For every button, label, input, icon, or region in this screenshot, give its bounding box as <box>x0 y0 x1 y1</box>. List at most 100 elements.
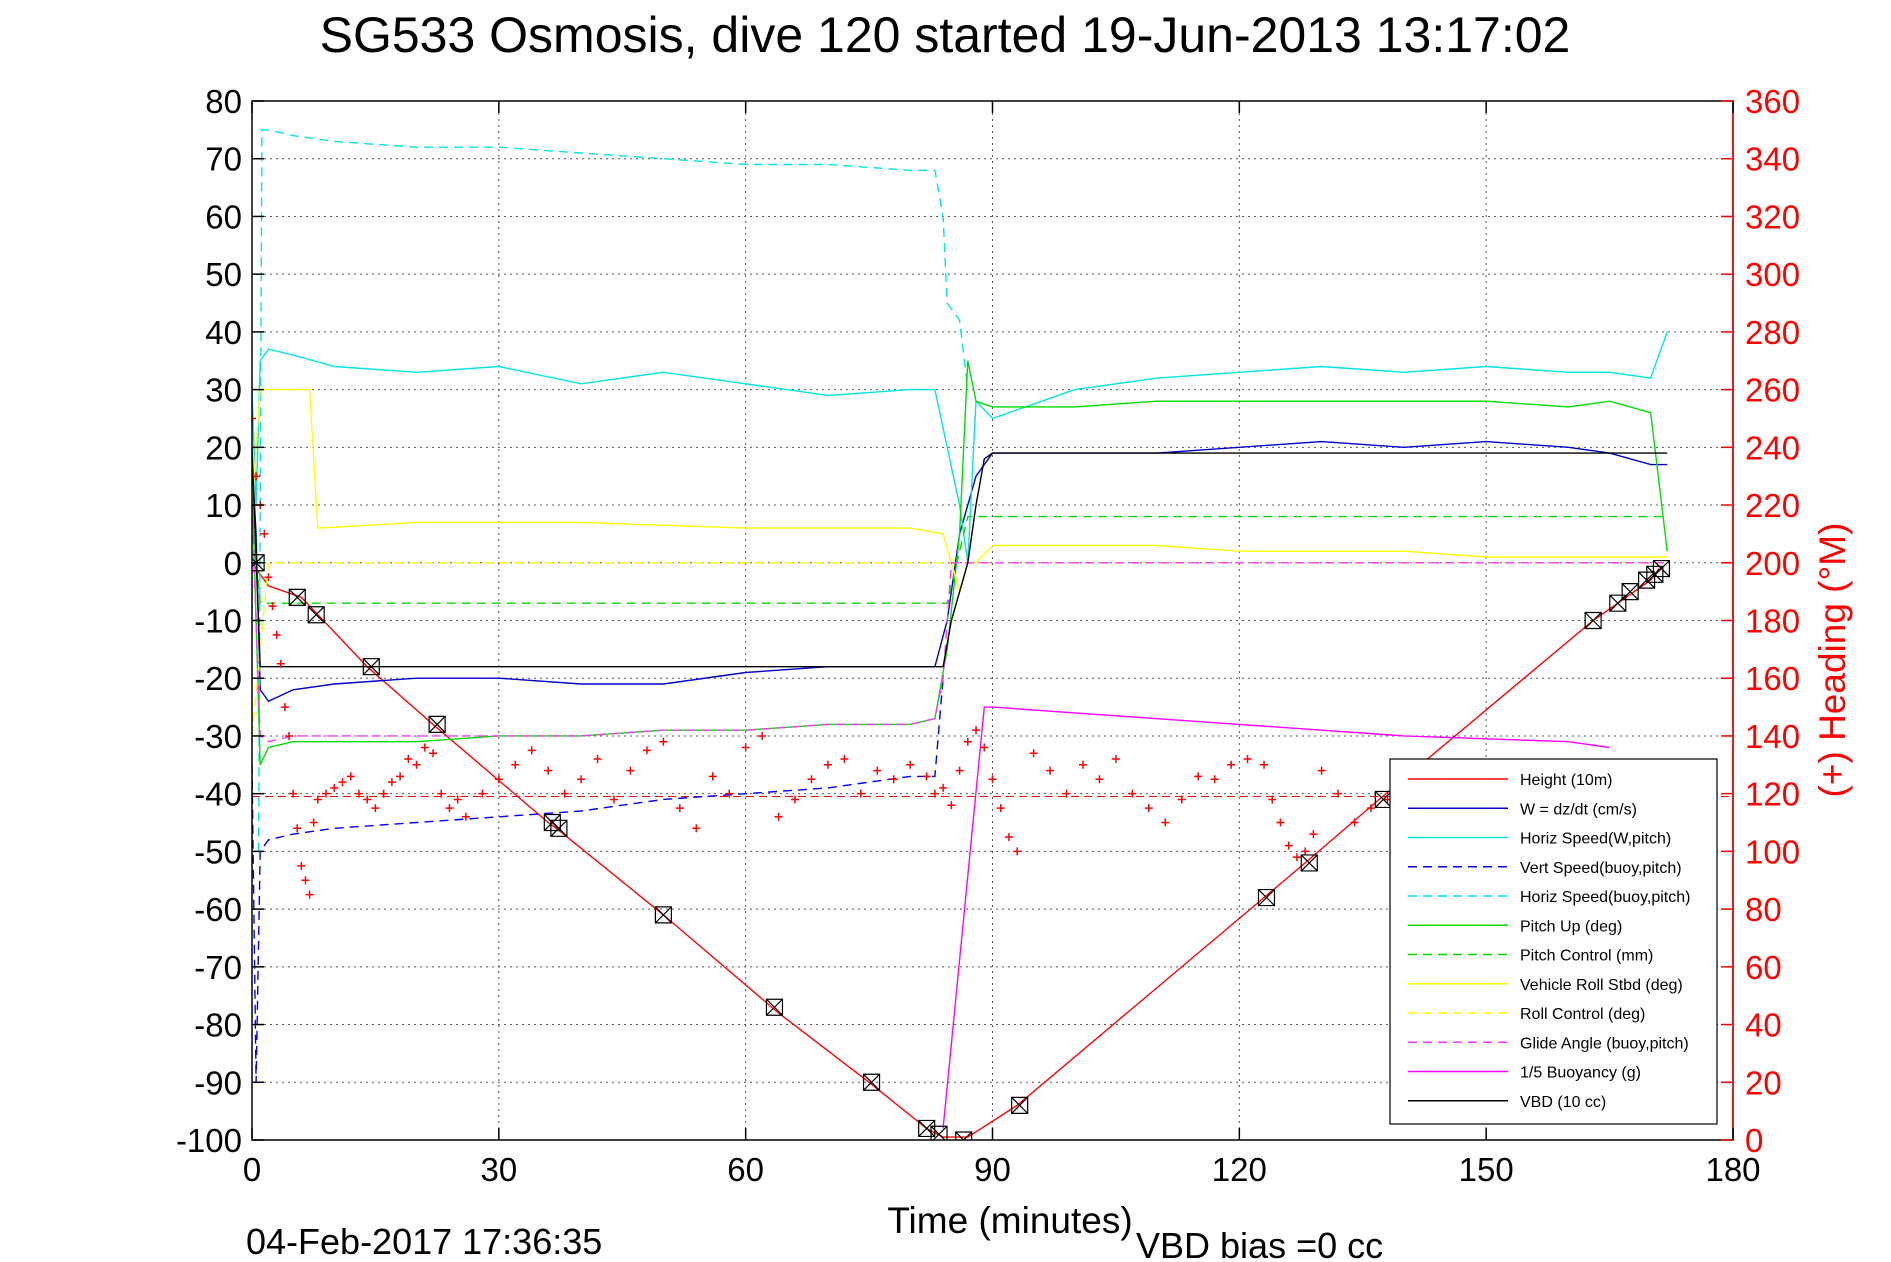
right-axis-label: (+) Heading (°M) <box>1812 523 1853 798</box>
heading-point <box>322 789 331 798</box>
heading-point <box>758 731 767 740</box>
heading-point <box>420 743 429 752</box>
heading-point <box>1243 755 1252 764</box>
heading-point <box>1292 853 1301 862</box>
left-tick-label: -20 <box>194 660 242 697</box>
left-tick-label: 60 <box>205 198 242 235</box>
heading-point <box>626 766 635 775</box>
heading-point <box>1276 818 1285 827</box>
heading-point <box>437 789 446 798</box>
heading-point <box>1177 795 1186 804</box>
left-tick-label: -30 <box>194 718 242 755</box>
heading-point <box>1284 841 1293 850</box>
heading-point <box>1268 795 1277 804</box>
heading-point <box>371 804 380 813</box>
height-marker <box>1300 854 1318 872</box>
heading-point <box>429 749 438 758</box>
x-tick-label: 180 <box>1705 1151 1760 1188</box>
heading-point <box>313 795 322 804</box>
left-tick-label: 20 <box>205 429 242 466</box>
heading-point <box>330 783 339 792</box>
left-tick-label: -70 <box>194 949 242 986</box>
height-marker <box>862 1073 881 1091</box>
right-tick-label: 100 <box>1745 833 1800 870</box>
heading-point <box>1210 775 1219 784</box>
x-tick-label: 150 <box>1459 1151 1514 1188</box>
heading-point <box>1128 789 1137 798</box>
left-tick-label: 50 <box>205 256 242 293</box>
right-tick-label: 180 <box>1745 603 1800 640</box>
series-line-2 <box>252 331 1668 563</box>
heading-point <box>260 529 269 538</box>
heading-point <box>1309 830 1318 839</box>
heading-point <box>272 630 281 639</box>
heading-point <box>252 472 261 481</box>
heading-point <box>1004 832 1013 841</box>
height-marker <box>307 606 325 624</box>
left-tick-label: -10 <box>194 603 242 640</box>
x-tick-label: 0 <box>243 1151 261 1188</box>
heading-point <box>1144 804 1153 813</box>
heading-point <box>252 414 256 423</box>
heading-point <box>675 804 684 813</box>
left-tick-label: -90 <box>194 1064 242 1101</box>
heading-point <box>338 778 347 787</box>
heading-point <box>379 789 388 798</box>
right-tick-label: 20 <box>1745 1064 1782 1101</box>
heading-point <box>963 737 972 746</box>
legend-label-9: Glide Angle (buoy,pitch) <box>1520 1035 1689 1052</box>
right-tick-label: 40 <box>1745 1007 1782 1044</box>
heading-point <box>305 890 314 899</box>
heading-point <box>293 824 302 833</box>
heading-point <box>988 775 997 784</box>
heading-point <box>387 778 396 787</box>
series-line-10 <box>942 706 1610 1129</box>
heading-point <box>354 789 363 798</box>
heading-point <box>289 789 298 798</box>
left-axis-ticks: 80 70 60 50 40 30 20 10 0 -10 -20 -30 -40 -50 -60 -70 -8… <box>176 83 264 1159</box>
left-tick-label: -80 <box>194 1007 242 1044</box>
heading-point <box>791 795 800 804</box>
right-tick-label: 60 <box>1745 949 1782 986</box>
heading-point <box>947 801 956 810</box>
heading-point <box>1046 766 1055 775</box>
heading-point <box>511 760 520 769</box>
heading-point <box>692 824 701 833</box>
height-markers <box>252 554 1671 1140</box>
right-tick-label: 200 <box>1745 545 1800 582</box>
heading-point <box>725 789 734 798</box>
height-marker <box>1621 583 1639 601</box>
height-marker <box>654 906 672 924</box>
series-line-11 <box>252 447 1668 668</box>
left-tick-label: 40 <box>205 314 242 351</box>
heading-point <box>930 789 939 798</box>
x-axis-ticks: 0 30 60 90 120 150 180 <box>243 101 1761 1188</box>
legend-label-5: Pitch Up (deg) <box>1520 918 1622 935</box>
height-marker <box>288 588 306 607</box>
height-marker <box>1011 1096 1029 1114</box>
heading-point <box>1301 847 1310 856</box>
right-tick-label: 340 <box>1745 141 1800 178</box>
legend-box <box>1389 758 1718 1125</box>
legend-label-10: 1/5 Buoyancy (g) <box>1520 1065 1641 1082</box>
series-line-1 <box>252 440 1668 703</box>
right-tick-label: 160 <box>1745 660 1800 697</box>
heading-point <box>774 812 783 821</box>
x-tick-label: 90 <box>974 1151 1011 1188</box>
vbd-bias: VBD bias =0 cc <box>1136 1225 1383 1262</box>
legend-label-1: W = dz/dt (cm/s) <box>1520 801 1637 818</box>
heading-point <box>1062 789 1071 798</box>
height-marker <box>1584 611 1602 630</box>
left-tick-label: -100 <box>176 1122 242 1159</box>
height-marker <box>918 1119 936 1138</box>
heading-point <box>363 795 372 804</box>
right-tick-label: 260 <box>1745 372 1800 409</box>
heading-point <box>346 772 355 781</box>
left-tick-label: -50 <box>194 833 242 870</box>
heading-point <box>980 743 989 752</box>
heading-point <box>1227 760 1236 769</box>
heading-point <box>453 795 462 804</box>
heading-point <box>1260 760 1269 769</box>
right-tick-label: 80 <box>1745 891 1782 928</box>
heading-point <box>889 775 898 784</box>
